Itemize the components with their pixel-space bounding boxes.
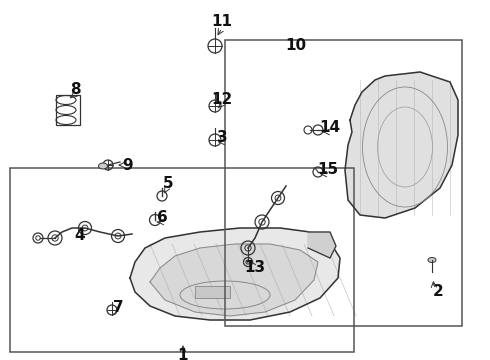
Text: 15: 15: [318, 162, 339, 177]
Bar: [56, 95, 80, 125]
Text: 2: 2: [433, 284, 443, 300]
Text: 9: 9: [122, 158, 133, 172]
Text: 13: 13: [245, 261, 266, 275]
Ellipse shape: [98, 163, 107, 169]
Text: 14: 14: [319, 121, 341, 135]
Ellipse shape: [428, 257, 436, 262]
Polygon shape: [308, 232, 336, 258]
Bar: [225, 40, 462, 326]
Polygon shape: [150, 244, 318, 316]
Polygon shape: [130, 228, 340, 320]
Text: 1: 1: [178, 348, 188, 360]
Text: 3: 3: [217, 130, 227, 145]
Bar: [195, 286, 230, 298]
Text: 4: 4: [74, 229, 85, 243]
Polygon shape: [345, 72, 458, 218]
Text: 5: 5: [163, 176, 173, 192]
Text: 7: 7: [113, 301, 123, 315]
Text: 6: 6: [157, 211, 168, 225]
Text: 10: 10: [286, 39, 307, 54]
Text: 8: 8: [70, 82, 80, 98]
Text: 11: 11: [212, 14, 232, 30]
Bar: [10, 168, 354, 352]
Text: 12: 12: [211, 93, 233, 108]
